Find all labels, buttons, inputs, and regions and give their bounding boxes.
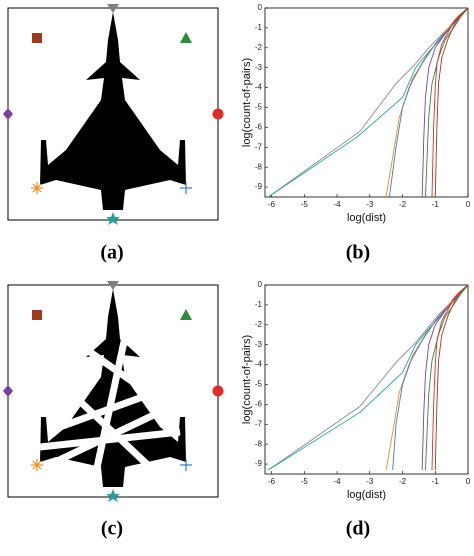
chart: -6 -5 -4 -3 -2 -1 0 0 -1 -2 -3 -4 -5 -6 -7 -8 -9 log(dist… <box>241 3 471 224</box>
data-line <box>434 284 469 471</box>
y-tick-label: -9 <box>255 459 263 468</box>
y-tick-label: -3 <box>255 340 263 349</box>
y-tick-label: -1 <box>255 23 263 32</box>
x-tick-label: -4 <box>333 200 341 209</box>
x-tick-label: -3 <box>366 200 374 209</box>
x-tick-label: -2 <box>399 477 407 486</box>
y-tick-label: -2 <box>255 320 263 329</box>
y-tick-label: -6 <box>255 122 263 131</box>
y-tick-label: -7 <box>255 419 263 428</box>
y-axis-label: log(count-of-pairs) <box>241 335 253 424</box>
y-tick-label: -3 <box>255 63 263 72</box>
plot-frame <box>264 7 469 198</box>
x-tick-label: -1 <box>432 477 440 486</box>
x-tick-label: 0 <box>466 477 471 486</box>
x-axis-label: log(dist) <box>347 212 386 224</box>
panel-label: (a) <box>100 242 123 264</box>
y-axis-label: log(count-of-pairs) <box>241 58 253 147</box>
chart: -6 -5 -4 -3 -2 -1 0 0 -1 -2 -3 -4 -5 -6 -7 -8 -9 log(dist… <box>241 280 471 501</box>
x-tick-label: 0 <box>466 200 471 209</box>
y-tick-label: 0 <box>258 3 263 12</box>
x-tick-label: -6 <box>268 200 276 209</box>
y-tick-label: -9 <box>255 182 263 191</box>
y-tick-label: -7 <box>255 142 263 151</box>
data-line <box>424 7 469 198</box>
x-tick-label: -4 <box>333 477 341 486</box>
x-tick-label: -2 <box>399 200 407 209</box>
y-tick-label: -4 <box>255 83 263 92</box>
panel-label: (b) <box>346 242 370 264</box>
x-tick-label: -1 <box>432 200 440 209</box>
data-line <box>434 7 469 198</box>
y-tick-label: -5 <box>255 103 263 112</box>
y-tick-label: -4 <box>255 360 263 369</box>
x-tick-label: -6 <box>268 477 276 486</box>
y-tick-label: -1 <box>255 300 263 309</box>
aircraft-image <box>2 3 225 226</box>
x-tick-label: -5 <box>301 477 309 486</box>
panel-label: (c) <box>101 518 123 540</box>
data-line <box>431 7 469 198</box>
y-tick-label: -8 <box>255 439 263 448</box>
y-tick-label: 0 <box>258 280 263 289</box>
y-tick-label: -5 <box>255 380 263 389</box>
data-line <box>431 284 469 471</box>
y-tick-label: -8 <box>255 162 263 171</box>
plot-frame <box>264 284 469 475</box>
x-tick-label: -5 <box>301 200 309 209</box>
data-line <box>424 284 469 471</box>
x-axis-label: log(dist) <box>347 489 386 501</box>
panel-label: (d) <box>346 518 370 540</box>
cut-aircraft-image <box>2 280 225 503</box>
y-tick-label: -6 <box>255 399 263 408</box>
x-tick-label: -3 <box>366 477 374 486</box>
y-tick-label: -2 <box>255 43 263 52</box>
